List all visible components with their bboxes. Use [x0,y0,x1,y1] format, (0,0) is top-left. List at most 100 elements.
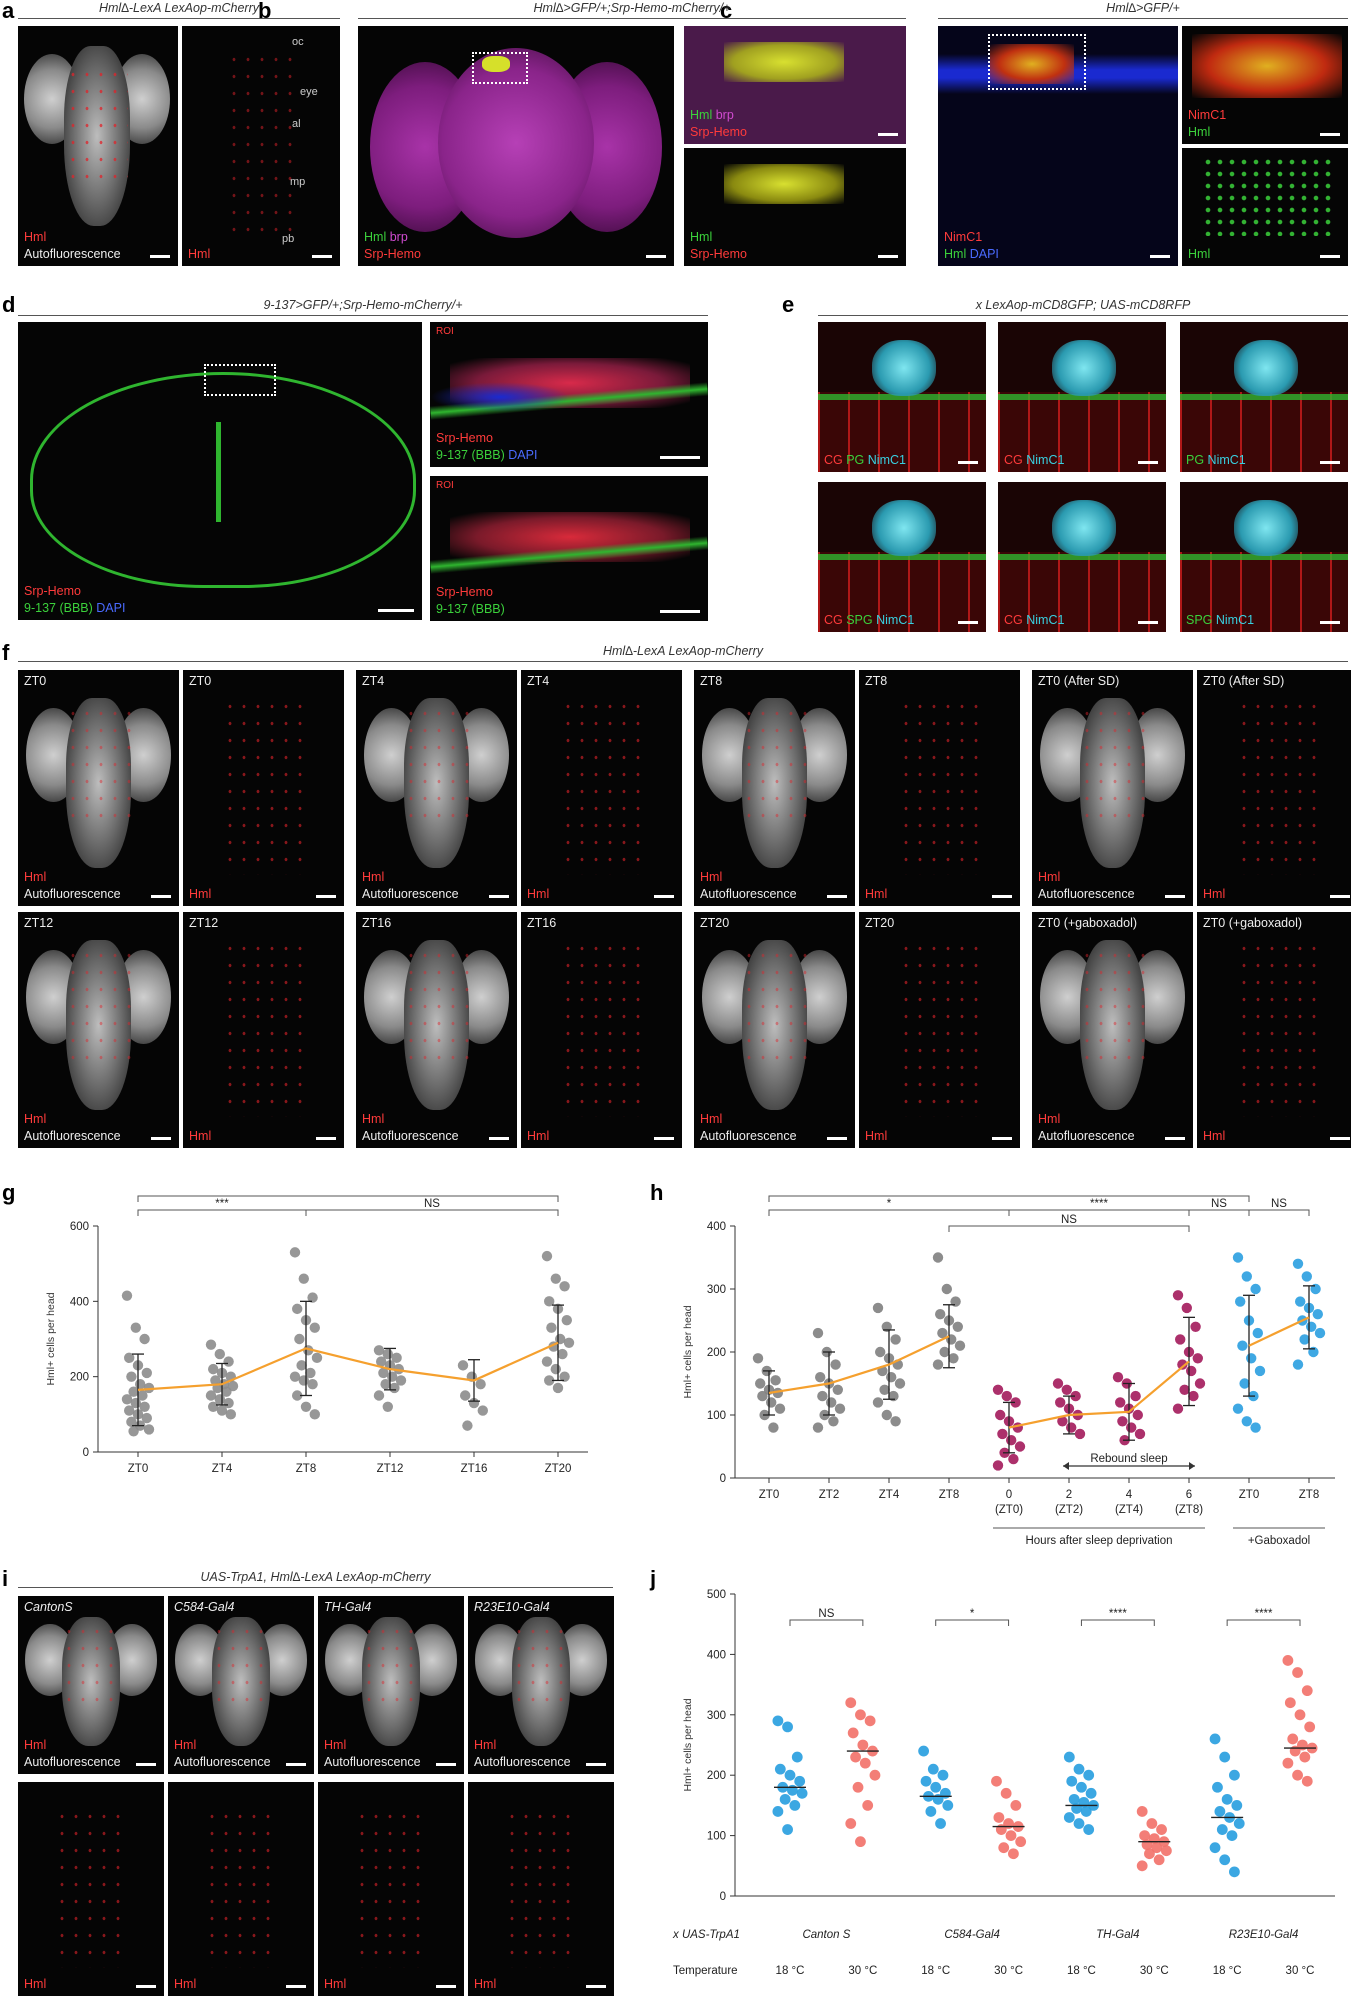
scale-bar [1165,895,1185,898]
caption-bbb: 9-137 (BBB) [24,601,93,615]
data-point [373,1345,385,1356]
hemocyte-cluster [990,44,1074,84]
data-point [559,1371,570,1382]
zoom-box [988,34,1086,90]
panel-c-caption-hml-dapi: Hml DAPI [944,247,999,261]
scale-bar [958,621,978,624]
data-point [1229,1769,1240,1781]
data-point [992,1384,1004,1395]
caption-cg: CG [824,453,843,467]
hml-signal [211,1622,271,1712]
scale-bar [150,255,170,258]
data-point [774,1763,786,1775]
scale-bar [654,1137,674,1140]
caption-autofluorescence: Autofluorescence [700,1129,797,1143]
annotation-mp: mp [290,176,306,188]
data-point [1282,1655,1294,1666]
data-point [292,1303,303,1315]
hml-signal [61,1622,121,1712]
significance-label: **** [1255,1608,1273,1620]
data-point [1172,1290,1184,1301]
data-point [757,1390,768,1402]
timepoint-label: ZT12 [189,916,219,930]
data-point [208,1363,219,1375]
x-tick-label: 2 [1066,1489,1072,1501]
annotation-al: al [292,118,301,130]
bbb-glia-layer [818,394,986,400]
panel-f-title: Hml∆-LexA LexAop-mCherry [602,644,763,658]
chart-g: 0 200 400 600 Hml+ cells per head ZT0 ZT4 ZT8 ZT… [45,1190,588,1475]
panel-e-caption: CG NimC1 [1004,613,1064,627]
panel-d-caption-srp: Srp-Hemo [24,584,81,598]
data-point [832,1384,843,1395]
panel-letter-b: b [258,0,272,23]
data-point [828,1416,839,1427]
data-point [1235,1296,1246,1307]
data-point [221,1386,232,1397]
hml-signal [223,940,304,1118]
panel-c-inset-merge: NimC1 Hml [1182,26,1348,144]
nimc1-hemocyte [1052,500,1116,556]
temperature-label: 18 °C [921,1965,950,1977]
panel-d-micrograph-brain: Srp-Hemo 9-137 (BBB) DAPI [18,322,422,620]
data-point [1070,1390,1081,1402]
significance-label: NS [1211,1198,1227,1210]
data-point [1136,1806,1148,1817]
data-point [952,1321,963,1332]
panel-d-top-caption-bbb-dapi: 9-137 (BBB) DAPI [436,448,537,462]
scale-bar [654,895,674,898]
significance-bracket [789,1619,864,1626]
data-point [1068,1793,1080,1805]
caption-nimc1: NimC1 [864,453,906,467]
data-point [289,1371,301,1382]
caption-hml: Hml [944,247,967,261]
data-point [1066,1422,1077,1433]
data-point [462,1420,473,1431]
data-point [1304,1721,1316,1733]
data-point [879,1384,890,1395]
temperature-label: 18 °C [1067,1965,1096,1977]
scale-bar [1138,461,1158,464]
data-point [1219,1751,1231,1763]
fly-head-body [61,1617,121,1746]
data-point [784,1769,796,1781]
significance-bracket [305,1209,559,1216]
x-tick-label: ZT16 [461,1463,488,1475]
y-axis-label: Hml+ cells per head [682,1305,694,1398]
genotype-label: CantonS [24,1600,73,1614]
data-point [143,1382,155,1394]
data-point [794,1775,806,1787]
data-point [768,1422,779,1433]
panel-letter-c: c [720,0,733,23]
data-point [214,1348,225,1360]
data-point [1010,1397,1021,1408]
y-tick-label: 0 [720,1891,726,1903]
panel-b-inset-channels: Hml Srp-Hemo [684,148,906,266]
head-micrograph: Hml Autofluorescence CantonS [18,1596,164,1774]
data-point [1008,1848,1019,1860]
panel-a-caption-hml: Hml [24,230,47,244]
bbb-glia-layer [818,554,986,560]
scale-bar [958,461,978,464]
brain-central [438,48,594,238]
caption-hml: Hml [189,1129,212,1143]
genotype-label: TH-Gal4 [324,1600,372,1614]
caption-hml: Hml [24,1977,47,1991]
data-point [826,1397,837,1408]
data-point [766,1397,777,1408]
fly-head-body [742,940,807,1111]
x-tick-label: ZT8 [1299,1489,1319,1501]
panel-b-title-rule [358,18,906,19]
caption-hml: Hml [174,1977,197,1991]
data-point [852,1781,864,1793]
y-tick-label: 200 [707,1347,726,1359]
data-point [830,1359,841,1370]
significance-label: NS [818,1608,834,1620]
panel-c-bottom-caption-hml: Hml [1188,247,1211,261]
caption-nimc1: NimC1 [1022,613,1065,627]
hml-micrograph: ZT12 Hml [183,912,344,1148]
data-point [937,1327,948,1339]
data-point [1153,1854,1165,1866]
scale-bar [660,456,700,459]
caption-hml: Hml [700,870,723,884]
